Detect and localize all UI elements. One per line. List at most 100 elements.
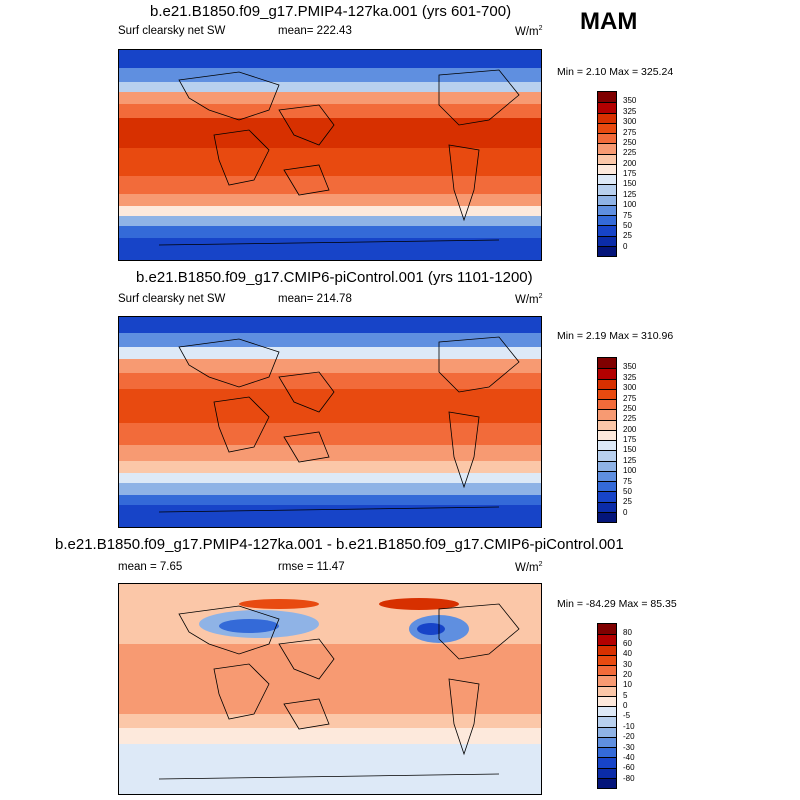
colorbar-segment <box>598 736 616 747</box>
colorbar-tick-label: 300 <box>623 383 637 393</box>
colorbar-segment <box>598 163 616 174</box>
colorbar-segment <box>598 102 616 113</box>
colorbar-segment <box>598 429 616 440</box>
colorbar <box>597 91 617 257</box>
colorbar-tick-label: -10 <box>623 721 635 731</box>
colorbar-tick-label: 0 <box>623 241 628 251</box>
colorbar-tick-label: 75 <box>623 210 632 220</box>
colorbar-segment <box>598 143 616 154</box>
colorbar-tick-label: 40 <box>623 649 632 659</box>
colorbar-tick-label: 75 <box>623 476 632 486</box>
colorbar-segment <box>598 184 616 195</box>
colorbar-segment <box>598 460 616 471</box>
colorbar-tick-label: -60 <box>623 763 635 773</box>
colorbar-segment <box>598 706 616 717</box>
units-label: W/m2 <box>515 293 543 306</box>
map-picontrol <box>118 316 542 528</box>
colorbar-segment <box>598 92 616 103</box>
units-label: W/m2 <box>515 25 543 38</box>
colorbar-segment <box>598 757 616 768</box>
colorbar-tick-label: 200 <box>623 424 637 434</box>
map-difference <box>118 583 542 795</box>
colorbar-segment <box>598 695 616 706</box>
colorbar-tick-label: 225 <box>623 414 637 424</box>
colorbar <box>597 623 617 789</box>
colorbar-tick-label: 275 <box>623 127 637 137</box>
colorbar-segment <box>598 368 616 379</box>
colorbar-segment <box>598 634 616 645</box>
colorbar-segment <box>598 624 616 635</box>
colorbar-tick-label: 80 <box>623 628 632 638</box>
colorbar-segment <box>598 501 616 512</box>
colorbar-segment <box>598 378 616 389</box>
colorbar-tick-label: 125 <box>623 189 637 199</box>
units-label: W/m2 <box>515 561 543 574</box>
rmse-label: rmse = 11.47 <box>278 561 345 573</box>
variable-label: Surf clearsky net SW <box>118 25 226 37</box>
colorbar-segment <box>598 440 616 451</box>
colorbar-segment <box>598 481 616 492</box>
panel-title: b.e21.B1850.f09_g17.CMIP6-piControl.001 … <box>136 269 533 286</box>
colorbar-segment <box>598 419 616 430</box>
colorbar-tick-label: 150 <box>623 445 637 455</box>
colorbar-tick-label: 100 <box>623 466 637 476</box>
colorbar-segment <box>598 409 616 420</box>
mean-label: mean= 222.43 <box>278 25 352 37</box>
colorbar-tick-label: 5 <box>623 690 628 700</box>
colorbar-tick-label: -20 <box>623 732 635 742</box>
minmax-label: Min = 2.19 Max = 310.96 <box>557 330 674 342</box>
colorbar-segment <box>598 122 616 133</box>
colorbar-segment <box>598 726 616 737</box>
colorbar-segment <box>598 245 616 256</box>
colorbar-segment <box>598 450 616 461</box>
colorbar-segment <box>598 174 616 185</box>
colorbar-segment <box>598 194 616 205</box>
mean-label: mean = 7.65 <box>118 561 183 573</box>
colorbar-tick-label: 250 <box>623 403 637 413</box>
colorbar-tick-label: -40 <box>623 752 635 762</box>
colorbar-tick-label: 325 <box>623 106 637 116</box>
colorbar-tick-label: 225 <box>623 148 637 158</box>
colorbar-tick-label: 20 <box>623 669 632 679</box>
colorbar-segment <box>598 388 616 399</box>
minmax-label: Min = -84.29 Max = 85.35 <box>557 598 677 610</box>
colorbar-tick-label: 50 <box>623 486 632 496</box>
minmax-label: Min = 2.10 Max = 325.24 <box>557 66 674 78</box>
colorbar-tick-label: 25 <box>623 231 632 241</box>
colorbar-tick-label: 10 <box>623 680 632 690</box>
colorbar <box>597 357 617 523</box>
colorbar-segment <box>598 511 616 522</box>
colorbar-segment <box>598 491 616 502</box>
colorbar-tick-label: 30 <box>623 659 632 669</box>
colorbar-segment <box>598 358 616 369</box>
colorbar-segment <box>598 716 616 727</box>
colorbar-tick-label: 0 <box>623 507 628 517</box>
colorbar-tick-label: 60 <box>623 638 632 648</box>
colorbar-tick-label: 250 <box>623 137 637 147</box>
colorbar-segment <box>598 153 616 164</box>
colorbar-segment <box>598 215 616 226</box>
colorbar-tick-label: 150 <box>623 179 637 189</box>
colorbar-segment <box>598 399 616 410</box>
colorbar-tick-label: 275 <box>623 393 637 403</box>
colorbar-tick-label: -5 <box>623 711 631 721</box>
colorbar-segment <box>598 235 616 246</box>
colorbar-segment <box>598 685 616 696</box>
colorbar-segment <box>598 675 616 686</box>
colorbar-tick-label: 100 <box>623 200 637 210</box>
colorbar-tick-label: 350 <box>623 362 637 372</box>
colorbar-tick-label: -80 <box>623 773 635 783</box>
colorbar-segment <box>598 767 616 778</box>
colorbar-segment <box>598 204 616 215</box>
season-label: MAM <box>580 8 638 35</box>
variable-label: Surf clearsky net SW <box>118 293 226 305</box>
colorbar-segment <box>598 665 616 676</box>
colorbar-tick-label: 50 <box>623 220 632 230</box>
panel-title: b.e21.B1850.f09_g17.PMIP4-127ka.001 - b.… <box>55 536 624 553</box>
colorbar-tick-label: 300 <box>623 117 637 127</box>
colorbar-tick-label: 325 <box>623 372 637 382</box>
colorbar-tick-label: 350 <box>623 96 637 106</box>
colorbar-tick-label: 125 <box>623 455 637 465</box>
colorbar-segment <box>598 747 616 758</box>
colorbar-tick-label: 175 <box>623 435 637 444</box>
